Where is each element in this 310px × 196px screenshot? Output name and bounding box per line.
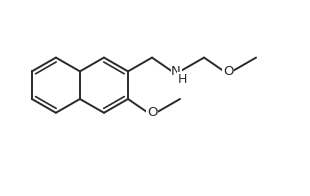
Text: O: O	[223, 65, 233, 78]
Text: N: N	[171, 65, 181, 78]
Text: H: H	[177, 73, 187, 86]
Text: O: O	[147, 106, 157, 119]
